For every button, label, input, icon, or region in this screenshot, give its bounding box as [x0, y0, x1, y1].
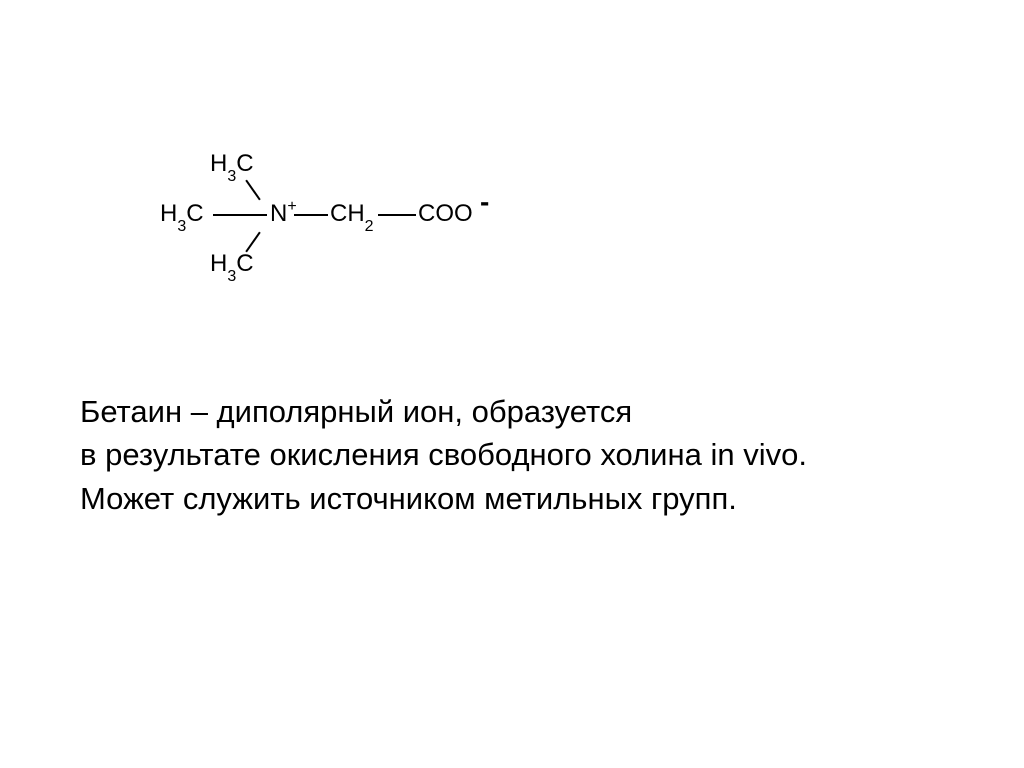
atom-ch2: CH2 [330, 200, 374, 232]
caption-line1: Бетаин – диполярный ион, образуется [80, 394, 632, 429]
atom-n-charge: + [287, 198, 296, 215]
atom-ch3-top: H3C [210, 150, 254, 182]
atom-ch3-mid: H3C [160, 200, 204, 232]
atom-ch3-top-sub: 3 [227, 168, 236, 185]
charge-minus: - [480, 186, 489, 218]
caption-block: Бетаин – диполярный ион, образуется в ре… [80, 390, 960, 520]
caption-line3: Может служить источником метильных групп… [80, 481, 737, 516]
atom-ch3-bot-pre: H [210, 250, 227, 277]
bond-ch3top-n [245, 180, 260, 201]
atom-ch3-bot-post: C [236, 250, 253, 277]
bond-ch3mid-n [213, 214, 267, 216]
bond-n-ch2 [294, 214, 328, 216]
atom-ch2-pre: CH [330, 200, 365, 227]
atom-n: N+ [270, 200, 297, 228]
atom-ch3-mid-post: C [186, 200, 203, 227]
atom-ch3-top-pre: H [210, 150, 227, 177]
caption-line2: в результате окисления свободного холина… [80, 437, 807, 472]
atom-ch3-mid-sub: 3 [177, 218, 186, 235]
atom-coo: COO [418, 200, 473, 228]
chemical-formula: H3C H3C H3C N+ CH2 COO - [140, 150, 500, 310]
bond-ch2-coo [378, 214, 416, 216]
atom-ch3-mid-pre: H [160, 200, 177, 227]
atom-coo-label: COO [418, 200, 473, 227]
atom-ch3-bot-sub: 3 [227, 268, 236, 285]
atom-ch3-bot: H3C [210, 250, 254, 282]
atom-ch3-top-post: C [236, 150, 253, 177]
atom-n-label: N [270, 200, 287, 227]
page-container: H3C H3C H3C N+ CH2 COO - Бе [0, 0, 1024, 768]
atom-ch2-sub: 2 [365, 218, 374, 235]
charge-minus-label: - [480, 186, 489, 217]
